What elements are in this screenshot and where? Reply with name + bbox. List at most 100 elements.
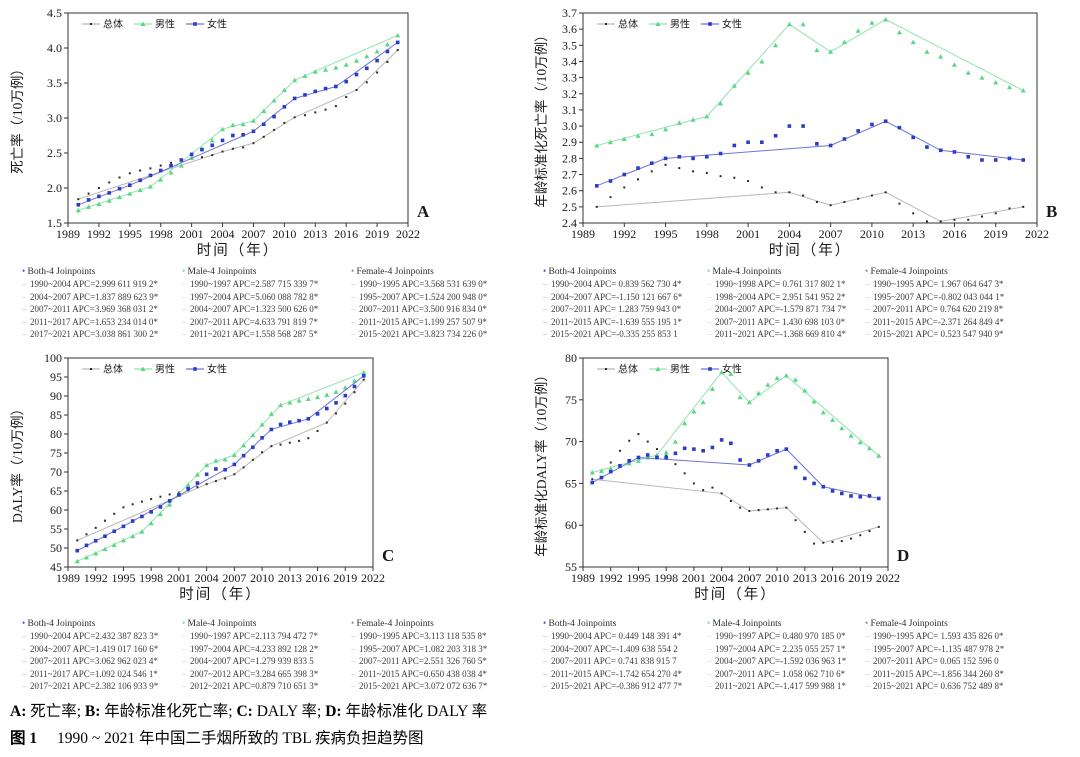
male-triangle-marker: [691, 409, 697, 414]
joinpoint-apc-line: –2004~2007 APC=-1.579 871 734 7*: [707, 304, 847, 315]
joinpoint-apc-line: –2011~2021 APC=-1.368 669 810 4*: [707, 329, 846, 340]
male-triangle-marker: [663, 126, 669, 132]
x-tick-label: 1992: [612, 227, 636, 241]
joinpoint-apc-line: –2011~2015 APC=1.199 257 507 9*: [351, 316, 487, 327]
fitted-line-A-female: [78, 41, 398, 206]
y-axis-title-B: 年龄标准化死亡率（/10万例）: [533, 28, 549, 207]
female-square-marker: [793, 465, 798, 470]
y-tick-label: 3.4: [562, 54, 577, 68]
female-square-marker: [692, 447, 696, 451]
female-square-marker: [177, 493, 181, 497]
female-square-marker: [167, 499, 172, 503]
y-tick-label: 3.5: [47, 76, 62, 90]
dash-icon: –: [865, 279, 870, 290]
x-tick-label: 1989: [571, 227, 595, 241]
total-marker: [720, 492, 723, 495]
male-triangle-marker: [261, 108, 267, 113]
total-marker: [939, 220, 942, 223]
dash-icon: –: [351, 291, 356, 302]
x-tick-label: 2007: [819, 227, 843, 241]
male-triangle-marker: [75, 207, 81, 213]
male-triangle-marker: [786, 21, 792, 27]
female-square-marker: [821, 484, 826, 489]
plot-box-C: [67, 357, 374, 568]
total-marker: [396, 49, 399, 52]
male-triangle-marker: [598, 468, 604, 473]
female-square-marker: [214, 467, 218, 471]
joinpoint-apc-line: –2015~2021 APC=-0.335 255 853 1: [543, 329, 678, 340]
bullet-icon: •: [543, 618, 547, 628]
female-square-marker: [375, 58, 379, 63]
male-triangle-marker: [140, 366, 146, 371]
total-marker: [386, 61, 389, 63]
female-square-marker: [343, 393, 348, 398]
y-tick-label: 60: [50, 503, 62, 517]
bullet-icon: •: [707, 618, 711, 628]
male-triangle-marker: [745, 70, 751, 75]
panel-label-C: C: [382, 546, 394, 565]
caption-panel-text: 年龄标准化 DALY 率: [341, 703, 488, 720]
male-triangle-marker: [655, 366, 661, 371]
y-tick-label: 75: [565, 393, 577, 407]
joinpoint-apc-line: –1995~2007 APC=-1.135 487 978 2*: [865, 643, 1005, 654]
y-tick-label: 85: [50, 408, 62, 422]
female-square-marker: [718, 151, 723, 156]
male-triangle-marker: [323, 67, 329, 72]
bullet-icon: •: [707, 266, 711, 276]
male-triangle-marker: [993, 79, 999, 85]
y-tick-label: 55: [50, 522, 62, 536]
total-marker: [748, 509, 751, 512]
female-square-marker: [128, 183, 132, 187]
female-square-marker: [86, 198, 91, 202]
dash-icon: –: [351, 643, 356, 654]
female-square-marker: [269, 427, 274, 432]
male-triangle-marker: [213, 458, 219, 463]
x-tick-label: 2010: [272, 227, 296, 241]
joinpoint-apc-line: –1990~1995 APC= 1.593 435 826 0*: [865, 631, 1004, 642]
female-square-marker: [204, 472, 209, 477]
joinpoint-title: • Male-4 Joinpoints: [182, 266, 257, 277]
total-marker: [168, 493, 171, 496]
female-square-marker: [608, 469, 613, 474]
male-triangle-marker: [709, 386, 715, 391]
female-square-marker: [773, 133, 778, 138]
total-marker: [729, 499, 732, 502]
joinpoint-apc-line: –2007~2011 APC= 0.764 620 219 8*: [865, 304, 1004, 315]
joinpoint-title: • Both-4 Joinpoints: [22, 618, 96, 629]
total-marker: [131, 503, 134, 506]
male-triangle-marker: [728, 371, 734, 376]
total-marker: [953, 218, 956, 221]
y-tick-label: 3.0: [47, 111, 62, 125]
joinpoint-title: • Female-4 Joinpoints: [351, 618, 434, 629]
x-tick-label: 2022: [1025, 227, 1049, 241]
male-triangle-marker: [296, 398, 302, 403]
male-triangle-marker: [737, 394, 743, 400]
total-marker: [815, 201, 818, 203]
joinpoint-title: • Both-4 Joinpoints: [543, 618, 617, 629]
female-square-marker: [682, 446, 687, 451]
female-square-marker: [627, 459, 632, 463]
female-square-marker: [1021, 158, 1026, 162]
male-triangle-marker: [194, 472, 200, 477]
male-triangle-marker: [626, 460, 632, 466]
total-marker: [829, 204, 832, 207]
male-triangle-marker: [793, 377, 799, 382]
total-marker: [122, 506, 125, 509]
dash-icon: –: [22, 668, 27, 679]
joinpoint-apc-line: –2011~2017 APC=1.653 234 014 0*: [22, 316, 158, 327]
dash-icon: –: [707, 304, 712, 315]
total-marker: [90, 368, 92, 370]
male-triangle-marker: [910, 39, 916, 45]
fitted-line-A-male: [78, 34, 398, 211]
dash-icon: –: [543, 631, 548, 642]
dash-icon: –: [543, 668, 548, 679]
joinpoint-title: • Female-4 Joinpoints: [865, 266, 948, 277]
female-square-marker: [815, 142, 819, 146]
male-triangle-marker: [608, 465, 614, 471]
joinpoint-apc-line: –2015~2021 APC= 0.523 547 940 9*: [865, 329, 1004, 340]
total-marker: [747, 180, 750, 182]
female-square-marker: [361, 374, 366, 378]
x-tick-label: 1992: [599, 571, 623, 585]
dash-icon: –: [707, 643, 712, 654]
